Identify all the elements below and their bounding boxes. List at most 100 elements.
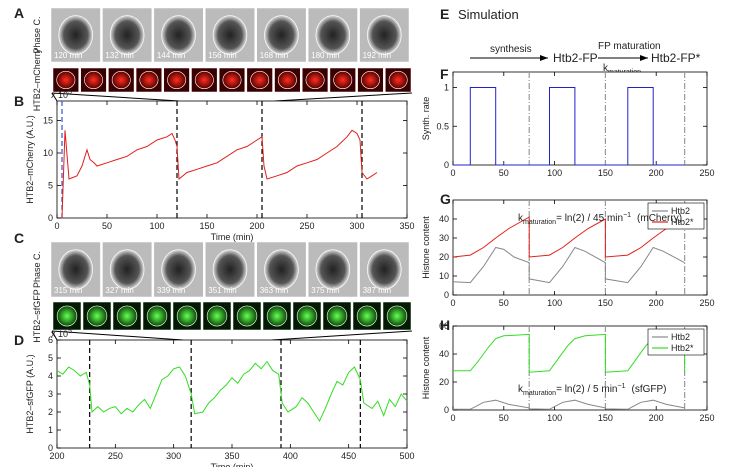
cell [264,249,299,290]
annotation-text: = ln(2) / 5 min [556,384,617,395]
legend-label: Htb2 [671,206,690,216]
cell [86,305,108,327]
cell [277,71,297,89]
maturation-label: FP maturation [598,41,661,52]
y-tick-label: 1 [48,425,53,435]
panel-letter: C [14,230,24,246]
x-tick-label: 250 [299,221,314,231]
cell [212,249,248,290]
y-axis-label: HTB2–sfGFP (A.U.) [25,354,35,433]
x-tick-label: 50 [499,168,509,178]
cell [146,305,168,327]
y-tick-label: 15 [43,116,53,126]
x-tick-label: 400 [283,451,298,461]
cell [305,71,325,89]
y-tick-label: 2 [48,407,53,417]
panel-letter: F [440,66,449,82]
x-tick-label: 100 [547,298,562,308]
x-tick-label: 100 [547,168,562,178]
cell [367,15,402,55]
y-tick-label: 20 [439,252,449,262]
panel-letter: G [440,191,451,207]
legend-label: Htb2* [671,343,694,353]
cell [84,71,103,89]
axis-multiplier: x 105 [51,89,72,100]
y-tick-label: 5 [48,353,53,363]
panel-letter: A [14,5,24,21]
x-tick-label: 350 [224,451,239,461]
axis-multiplier: x 105 [51,328,72,339]
cell [367,249,402,290]
cell [58,249,93,290]
sim-title: Simulation [458,7,519,22]
y-axis-label: HTB2–mCherry (A.U.) [25,115,35,204]
image-time-label: 375 min [311,286,339,295]
cell [386,305,408,327]
y-tick-label: 0 [444,405,449,415]
cell [206,305,228,327]
legend-box [647,328,705,356]
image-time-label: 180 min [311,51,339,60]
strip-label: Phase C. [32,16,42,53]
annotation-subscript: maturation [523,390,556,397]
x-tick-label: 250 [699,413,714,423]
strip-label: HTB2–sfGFP [32,289,42,343]
panel-letter: E [440,6,449,22]
panel-letter: H [440,317,450,333]
y-tick-label: 6 [48,335,53,345]
x-tick-label: 0 [450,298,455,308]
synthesis-label: synthesis [490,44,532,55]
image-time-label: 315 min [54,286,82,295]
annotation-symbol: k [518,213,524,224]
series-line [452,216,685,258]
x-tick-label: 150 [199,221,214,231]
cell [56,305,78,327]
y-axis-label: Histone content [421,216,431,279]
y-tick-label: 40 [439,349,449,359]
image-time-label: 339 min [157,286,185,295]
x-tick-label: 200 [649,413,664,423]
cell [333,71,353,89]
y-tick-label: 4 [48,371,53,381]
series-line [452,246,685,284]
y-tick-label: 1 [444,83,449,93]
y-tick-label: 0 [444,290,449,300]
cell [167,71,187,89]
cell [361,71,380,89]
x-tick-label: 0 [54,221,59,231]
strip-label: HTB2–mCherry [32,48,42,111]
cell [212,15,248,55]
x-tick-label: 0 [450,413,455,423]
multiplier-exponent: 5 [68,328,72,335]
annotation-suffix: (mCherry) [637,213,682,224]
simulation-diagram: Simulation synthesis Htb2-FP FP maturati… [458,7,701,76]
image-time-label: 156 min [208,51,236,60]
legend-label: Htb2* [671,217,694,227]
product: Htb2-FP* [651,51,701,65]
image-time-label: 168 min [260,51,288,60]
series-line [453,399,685,410]
legend-box [647,202,705,230]
x-tick-label: 250 [699,298,714,308]
series-line [61,129,378,219]
annotation-subscript: maturation [523,219,556,226]
cell [109,249,145,290]
annotation: kmaturation= ln(2) / 5 min−1 (sfGFP) [518,383,666,397]
plot-frame [56,100,408,219]
image-time-label: 363 min [260,286,288,295]
x-tick-label: 50 [102,221,112,231]
rate-symbol: k [603,63,609,74]
cell [250,71,270,89]
cell [139,71,159,89]
cell [116,305,138,327]
x-tick-label: 250 [699,168,714,178]
cell [56,71,76,89]
annotation-symbol: k [518,384,524,395]
y-tick-label: 0.5 [436,121,449,131]
x-tick-label: 150 [598,413,613,423]
y-tick-label: 20 [439,377,449,387]
series-line [453,87,685,166]
cell [315,249,351,290]
plot-frame [56,339,408,449]
